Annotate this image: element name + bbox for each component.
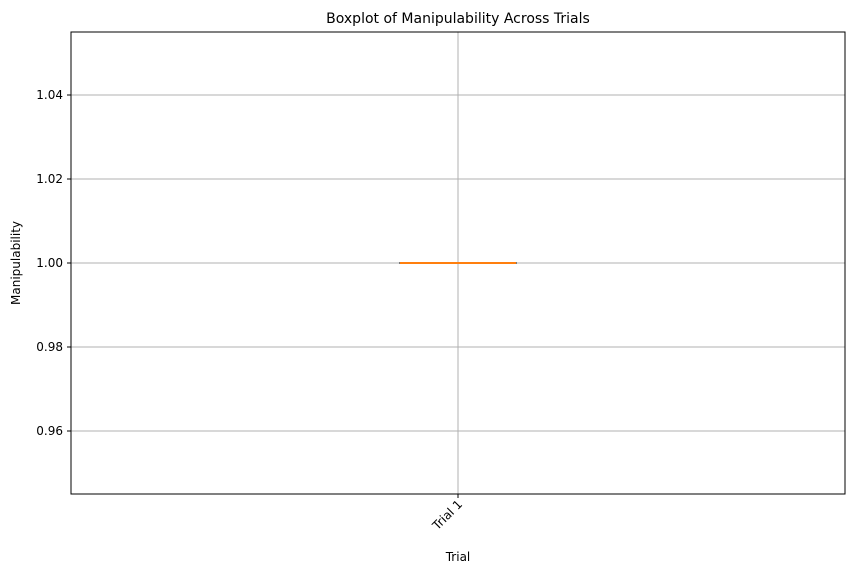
y-tick-label: 1.02 (36, 172, 63, 186)
y-tick-label: 0.98 (36, 340, 63, 354)
chart-title: Boxplot of Manipulability Across Trials (326, 11, 590, 27)
y-tick-label: 1.04 (36, 88, 63, 102)
y-tick-label: 1.00 (36, 256, 63, 270)
y-axis: 0.96 0.98 1.00 1.02 1.04 (36, 88, 71, 438)
y-axis-label: Manipulability (9, 221, 23, 305)
y-tick-label: 0.96 (36, 424, 63, 438)
x-tick-label: Trial 1 (429, 497, 465, 533)
x-axis: Trial 1 (429, 494, 465, 533)
box-series (399, 262, 517, 264)
x-axis-label: Trial (445, 550, 471, 564)
